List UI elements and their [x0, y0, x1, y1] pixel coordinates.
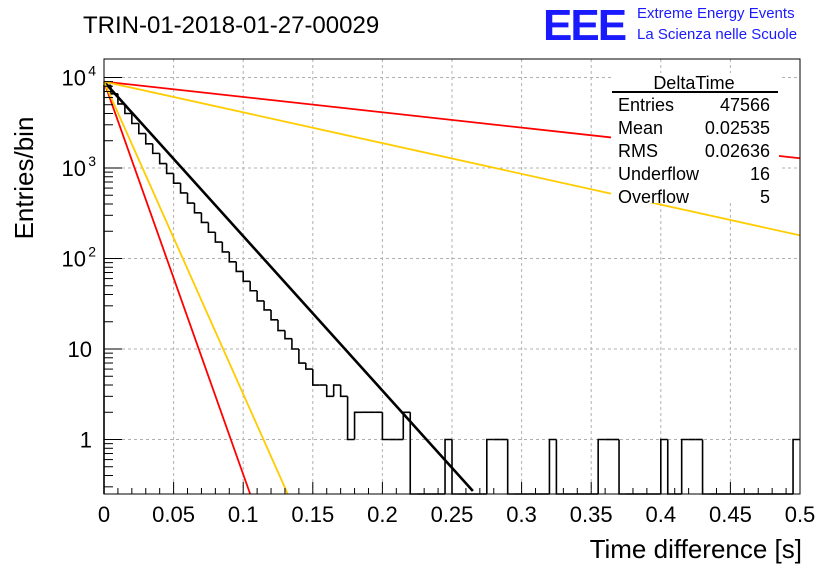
histogram-bin — [103, 84, 111, 494]
histogram-bin — [506, 439, 515, 495]
grid-lines — [104, 59, 800, 494]
histogram-bin — [291, 338, 299, 350]
y-tick-label: 10 — [62, 65, 86, 90]
histogram-bin — [346, 396, 355, 441]
y-tick-exponent: 2 — [88, 243, 96, 259]
histogram-bin — [172, 173, 181, 184]
x-tick-label: 0.15 — [291, 502, 334, 527]
histogram-bin — [284, 330, 292, 340]
y-tick-exponent: 3 — [88, 153, 96, 169]
histogram-bin — [792, 438, 800, 494]
stats-row-value: 47566 — [720, 95, 770, 115]
histogram-bin — [151, 143, 160, 155]
stats-row-value: 0.02535 — [705, 118, 770, 138]
histogram-bin — [214, 232, 223, 243]
axes: 0 0.05 0.1 0.15 0.2 0.25 0.3 0.35 0.4 0.45 0.5 1 10 1… — [62, 62, 816, 527]
stats-row-label: Entries — [618, 95, 674, 115]
histogram-bin — [263, 300, 272, 311]
x-tick-label: 0.25 — [431, 502, 474, 527]
histogram-bin — [228, 251, 237, 263]
x-tick-label: 0.05 — [152, 502, 195, 527]
y-tick-label: 10 — [68, 337, 92, 362]
x-tick-label: 0.4 — [646, 502, 677, 527]
histogram-bin — [353, 411, 362, 440]
y-tick-label: 10 — [62, 156, 86, 181]
fit-curve — [103, 81, 289, 495]
histogram-bin — [242, 271, 251, 283]
stats-row-label: Mean — [618, 118, 663, 138]
histogram-bin — [186, 192, 195, 204]
stats-box: DeltaTime Entries 47566 Mean 0.02535 RMS 0.02… — [611, 73, 779, 207]
histogram-bin — [200, 212, 209, 224]
plot-frame — [103, 58, 801, 495]
histogram-bin — [165, 163, 174, 175]
histogram-bin — [444, 438, 452, 494]
histogram-bin — [332, 384, 341, 397]
x-tick-label: 0.2 — [367, 502, 398, 527]
histogram-bin — [249, 281, 258, 292]
x-tick-label: 0.45 — [709, 502, 752, 527]
histogram-bin — [298, 349, 306, 364]
histogram-bin — [207, 222, 216, 234]
logo-line-1: Extreme Energy Events — [637, 5, 795, 22]
stats-row-value: 16 — [750, 164, 770, 184]
stats-row-value: 5 — [760, 187, 770, 207]
histogram-bin — [144, 133, 153, 145]
x-axis-label: Time difference [s] — [590, 534, 802, 564]
eee-logo: EEE Extreme Energy Events La Scienza nel… — [543, 1, 797, 50]
histogram-bin — [256, 290, 265, 302]
histogram-bin — [381, 412, 390, 441]
histogram-bin — [131, 113, 139, 125]
histogram-bin — [158, 153, 167, 165]
histogram-bin — [339, 385, 348, 398]
histogram-bin — [270, 309, 278, 321]
logo-mark: EEE — [543, 1, 626, 50]
x-tick-label: 0 — [98, 502, 110, 527]
x-tick-label: 0.35 — [570, 502, 613, 527]
histogram-bin — [277, 319, 285, 332]
histogram-bin — [680, 438, 689, 494]
fit-curve — [103, 80, 801, 237]
histogram-bin — [138, 123, 146, 135]
y-axis-label: Entries/bin — [9, 117, 39, 240]
histogram-bin — [179, 183, 188, 194]
fit-curves — [103, 80, 801, 495]
histogram-bin — [618, 439, 626, 495]
stats-row-label: Overflow — [618, 187, 690, 207]
stats-box-background — [611, 73, 779, 203]
x-tick-label: 0.5 — [785, 502, 816, 527]
histogram-bin — [701, 439, 710, 495]
y-tick-label: 1 — [80, 428, 92, 453]
x-tick-label: 0.1 — [228, 502, 259, 527]
x-tick-label: 0.3 — [506, 502, 537, 527]
stats-row-label: RMS — [618, 141, 658, 161]
histogram-bin — [325, 385, 334, 398]
histogram-bin — [235, 261, 244, 273]
histogram-bin — [312, 369, 320, 386]
y-tick-exponent: 4 — [88, 62, 96, 78]
histogram-bin — [451, 439, 459, 495]
logo-line-2: La Scienza nelle Scuole — [637, 26, 797, 43]
fit-curve — [103, 81, 252, 495]
stats-row-label: Underflow — [618, 164, 700, 184]
stats-title: DeltaTime — [653, 73, 734, 93]
histogram-bin — [193, 203, 202, 214]
stats-row-value: 0.02636 — [705, 141, 770, 161]
histogram-bin — [548, 438, 557, 494]
histogram-bin — [555, 439, 564, 495]
histogram-bin — [597, 438, 606, 494]
histogram-bin — [486, 438, 494, 494]
histogram-bin — [221, 242, 230, 253]
histogram-bin — [666, 439, 675, 495]
histogram-bin — [305, 363, 313, 370]
histogram-bin — [660, 438, 668, 494]
histogram-bin — [124, 103, 132, 115]
chart-title: TRIN-01-2018-01-27-00029 — [83, 12, 379, 39]
y-tick-label: 10 — [62, 246, 86, 271]
fit-curve — [103, 80, 474, 492]
